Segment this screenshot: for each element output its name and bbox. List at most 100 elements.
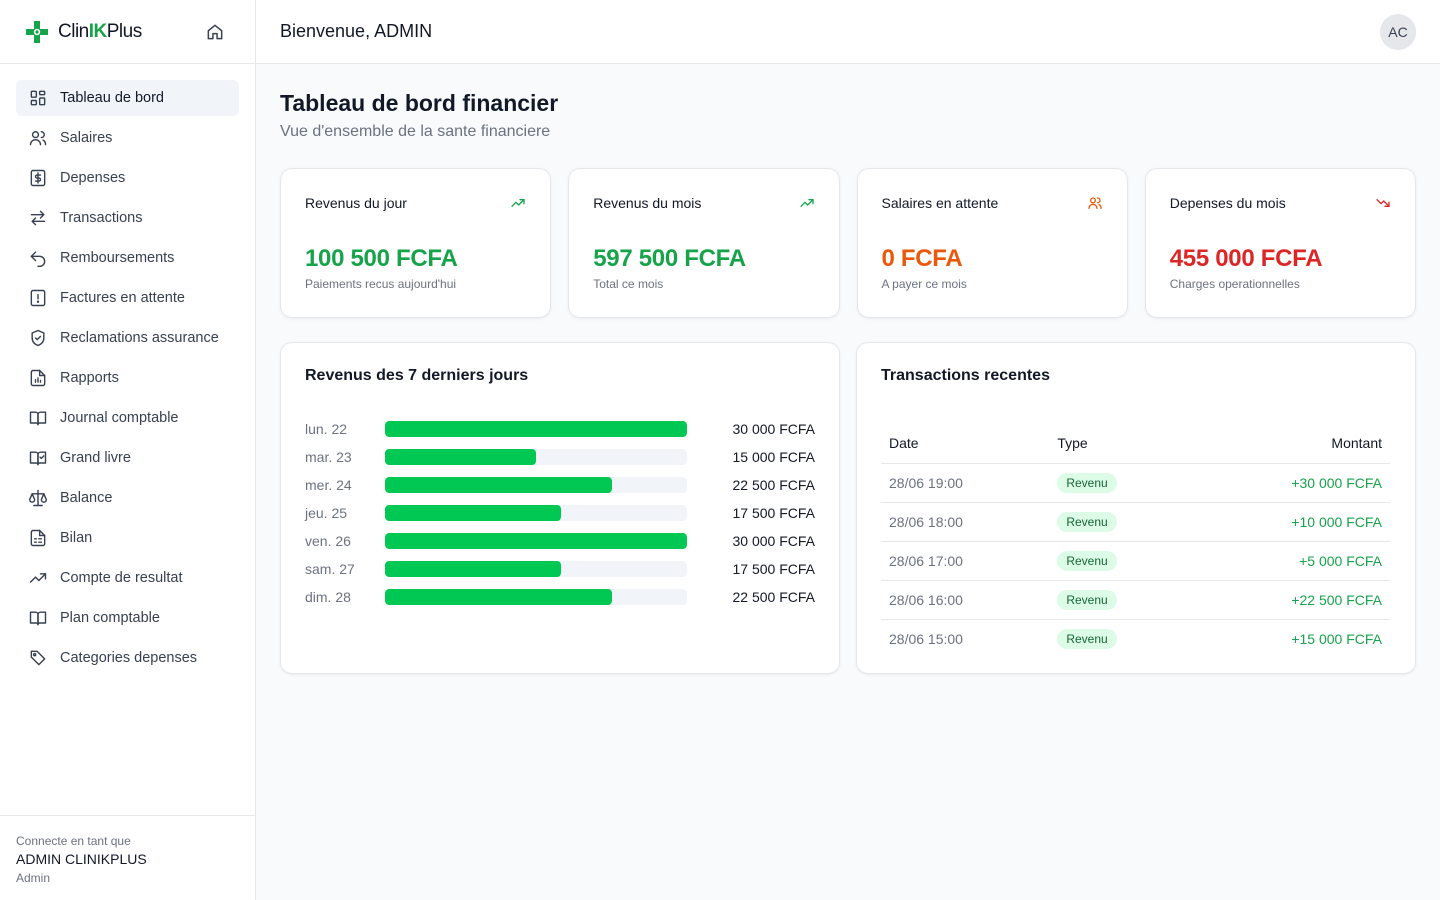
- sidebar-nav: Tableau de bord Salaires Depenses Transa…: [0, 64, 255, 696]
- bar-track: [385, 449, 687, 465]
- transaction-amount: +22 500 FCFA: [1190, 580, 1390, 620]
- avatar[interactable]: AC: [1380, 14, 1416, 50]
- sidebar-item-label: Bilan: [60, 530, 93, 546]
- sidebar-item-grand-livre[interactable]: Grand livre: [16, 440, 239, 476]
- undo-arrow-icon: [30, 251, 46, 268]
- sidebar-item-label: Grand livre: [60, 450, 131, 466]
- trending-down-icon: [1376, 199, 1390, 207]
- bar-day-label: lun. 22: [305, 421, 348, 437]
- kpi-card-depenses-du-mois: Depenses du mois 455 000 FCFA Charges op…: [1144, 168, 1416, 318]
- sidebar-item-transactions[interactable]: Transactions: [16, 200, 239, 236]
- bar-value-label: 22 500 FCFA: [732, 477, 816, 493]
- bar-fill: [385, 533, 687, 549]
- brand-name: ClinIKPlus: [58, 20, 142, 42]
- bar-value-label: 30 000 FCFA: [732, 533, 816, 549]
- bar-row: mar. 23 15 000 FCFA: [305, 443, 815, 471]
- trending-up-icon: [511, 199, 525, 207]
- transaction-date: 28/06 15:00: [889, 630, 963, 647]
- sidebar-item-categories-depenses[interactable]: Categories depenses: [16, 640, 239, 676]
- page-subtitle: Vue d'ensemble de la sante financiere: [280, 123, 551, 140]
- bar-day-label: jeu. 25: [305, 505, 348, 521]
- dollar-receipt-icon: [30, 169, 46, 187]
- bar-row: lun. 22 30 000 FCFA: [305, 415, 815, 443]
- sidebar-item-salaires[interactable]: Salaires: [16, 120, 239, 156]
- kpi-cards: Revenus du jour 100 500 FCFA Paiements r…: [280, 168, 1416, 318]
- trending-up-icon: [799, 199, 814, 207]
- bar-row: mer. 24 22 500 FCFA: [305, 471, 815, 499]
- sidebar-item-label: Salaires: [60, 130, 113, 146]
- sidebar-item-compte-de-resultat[interactable]: Compte de resultat: [16, 560, 239, 596]
- bar-row: ven. 26 30 000 FCFA: [305, 527, 815, 555]
- home-icon[interactable]: [205, 22, 225, 42]
- scale-icon: [28, 489, 48, 507]
- transaction-type-cell: Revenu: [1049, 619, 1190, 658]
- sidebar-item-tableau-de-bord[interactable]: Tableau de bord: [16, 80, 239, 116]
- kpi-card-salaires-en-attente: Salaires en attente 0 FCFA A payer ce mo…: [856, 168, 1128, 318]
- sidebar-item-rapports[interactable]: Rapports: [16, 360, 239, 396]
- status-badge: Revenu: [1057, 628, 1117, 649]
- shield-check-icon: [31, 329, 45, 347]
- kpi-subtitle: Total ce mois: [593, 277, 664, 291]
- sidebar-item-depenses[interactable]: Depenses: [16, 160, 239, 196]
- user-info: Connecte en tant que ADMIN CLINIKPLUS Ad…: [0, 815, 255, 900]
- transaction-amount: +30 000 FCFA: [1190, 463, 1390, 503]
- bar-value-label: 17 500 FCFA: [732, 505, 816, 521]
- revenue-chart-title: Revenus des 7 derniers jours: [305, 367, 529, 384]
- sidebar-item-label: Remboursements: [60, 250, 175, 266]
- table-row[interactable]: 28/06 15:00 Revenu +15 000 FCFA: [881, 619, 1390, 658]
- kpi-value: 0 FCFA: [881, 245, 963, 272]
- transaction-date: 28/06 17:00: [881, 541, 1050, 581]
- table-row[interactable]: 28/06 16:00 Revenu +22 500 FCFA: [881, 580, 1390, 620]
- book-icon: [29, 611, 47, 626]
- bar-fill: [385, 589, 612, 605]
- main-content: Tableau de bord financier Vue d'ensemble…: [280, 90, 1416, 674]
- book-open-icon: [29, 411, 47, 426]
- kpi-subtitle: A payer ce mois: [881, 277, 967, 291]
- table-row[interactable]: 28/06 17:00 Revenu +5 000 FCFA: [881, 541, 1390, 581]
- sidebar-item-balance[interactable]: Balance: [16, 480, 239, 516]
- bar-row: dim. 28 22 500 FCFA: [305, 583, 815, 611]
- kpi-title: Revenus du jour: [305, 195, 407, 211]
- book-check-icon: [29, 451, 47, 466]
- transaction-date: 28/06 19:00: [881, 463, 1050, 503]
- bar-value-label: 22 500 FCFA: [732, 589, 816, 605]
- users-icon: [1088, 197, 1102, 209]
- sidebar-item-factures-en-attente[interactable]: Factures en attente: [16, 280, 239, 316]
- transaction-date: 28/06 16:00: [881, 580, 1050, 620]
- dashboard-icon: [30, 90, 46, 106]
- spreadsheet-icon: [30, 529, 46, 547]
- brand: ClinIKPlus: [0, 0, 255, 64]
- bar-day-label: ven. 26: [305, 533, 351, 549]
- transaction-type-cell: Revenu: [1049, 463, 1191, 503]
- sidebar-item-label: Journal comptable: [60, 410, 179, 426]
- sidebar-item-label: Compte de resultat: [60, 570, 183, 586]
- sidebar-item-reclamations-assurance[interactable]: Reclamations assurance: [16, 320, 239, 356]
- bar-day-label: mar. 23: [305, 449, 352, 465]
- kpi-title: Depenses du mois: [1169, 195, 1286, 211]
- table-header-row: Date Type Montant: [881, 423, 1390, 464]
- kpi-title: Salaires en attente: [881, 195, 999, 211]
- bar-fill: [385, 505, 562, 521]
- transactions-table: Date Type Montant 28/06 19:00 Revenu +30 0…: [881, 423, 1390, 658]
- arrows-exchange-icon: [30, 210, 46, 226]
- bar-day-label: mer. 24: [305, 477, 352, 493]
- sidebar-item-journal-comptable[interactable]: Journal comptable: [16, 400, 239, 436]
- kpi-value: 597 500 FCFA: [593, 245, 746, 272]
- sidebar-item-remboursements[interactable]: Remboursements: [16, 240, 239, 276]
- bar-row: sam. 27 17 500 FCFA: [305, 555, 815, 583]
- sidebar-item-bilan[interactable]: Bilan: [16, 520, 239, 556]
- kpi-value: 100 500 FCFA: [305, 245, 458, 272]
- bar-fill: [385, 449, 536, 465]
- transaction-amount: +10 000 FCFA: [1190, 502, 1390, 542]
- bar-row: jeu. 25 17 500 FCFA: [305, 499, 815, 527]
- bar-day-label: sam. 27: [305, 561, 355, 577]
- page-title: Tableau de bord financier: [280, 90, 559, 116]
- table-row[interactable]: 28/06 18:00 Revenu +10 000 FCFA: [881, 502, 1390, 542]
- transaction-type-cell: Revenu: [1049, 502, 1191, 542]
- transactions-body: 28/06 19:00 Revenu +30 000 FCFA 28/06 18:00…: [881, 463, 1390, 658]
- bar-value-label: 17 500 FCFA: [732, 561, 816, 577]
- table-row[interactable]: 28/06 19:00 Revenu +30 000 FCFA: [881, 463, 1390, 503]
- revenue-bars: lun. 22 30 000 FCFA mar. 23 15 000 FCFA mer.…: [305, 415, 815, 611]
- sidebar-item-plan-comptable[interactable]: Plan comptable: [16, 600, 239, 636]
- bar-track: [385, 533, 687, 549]
